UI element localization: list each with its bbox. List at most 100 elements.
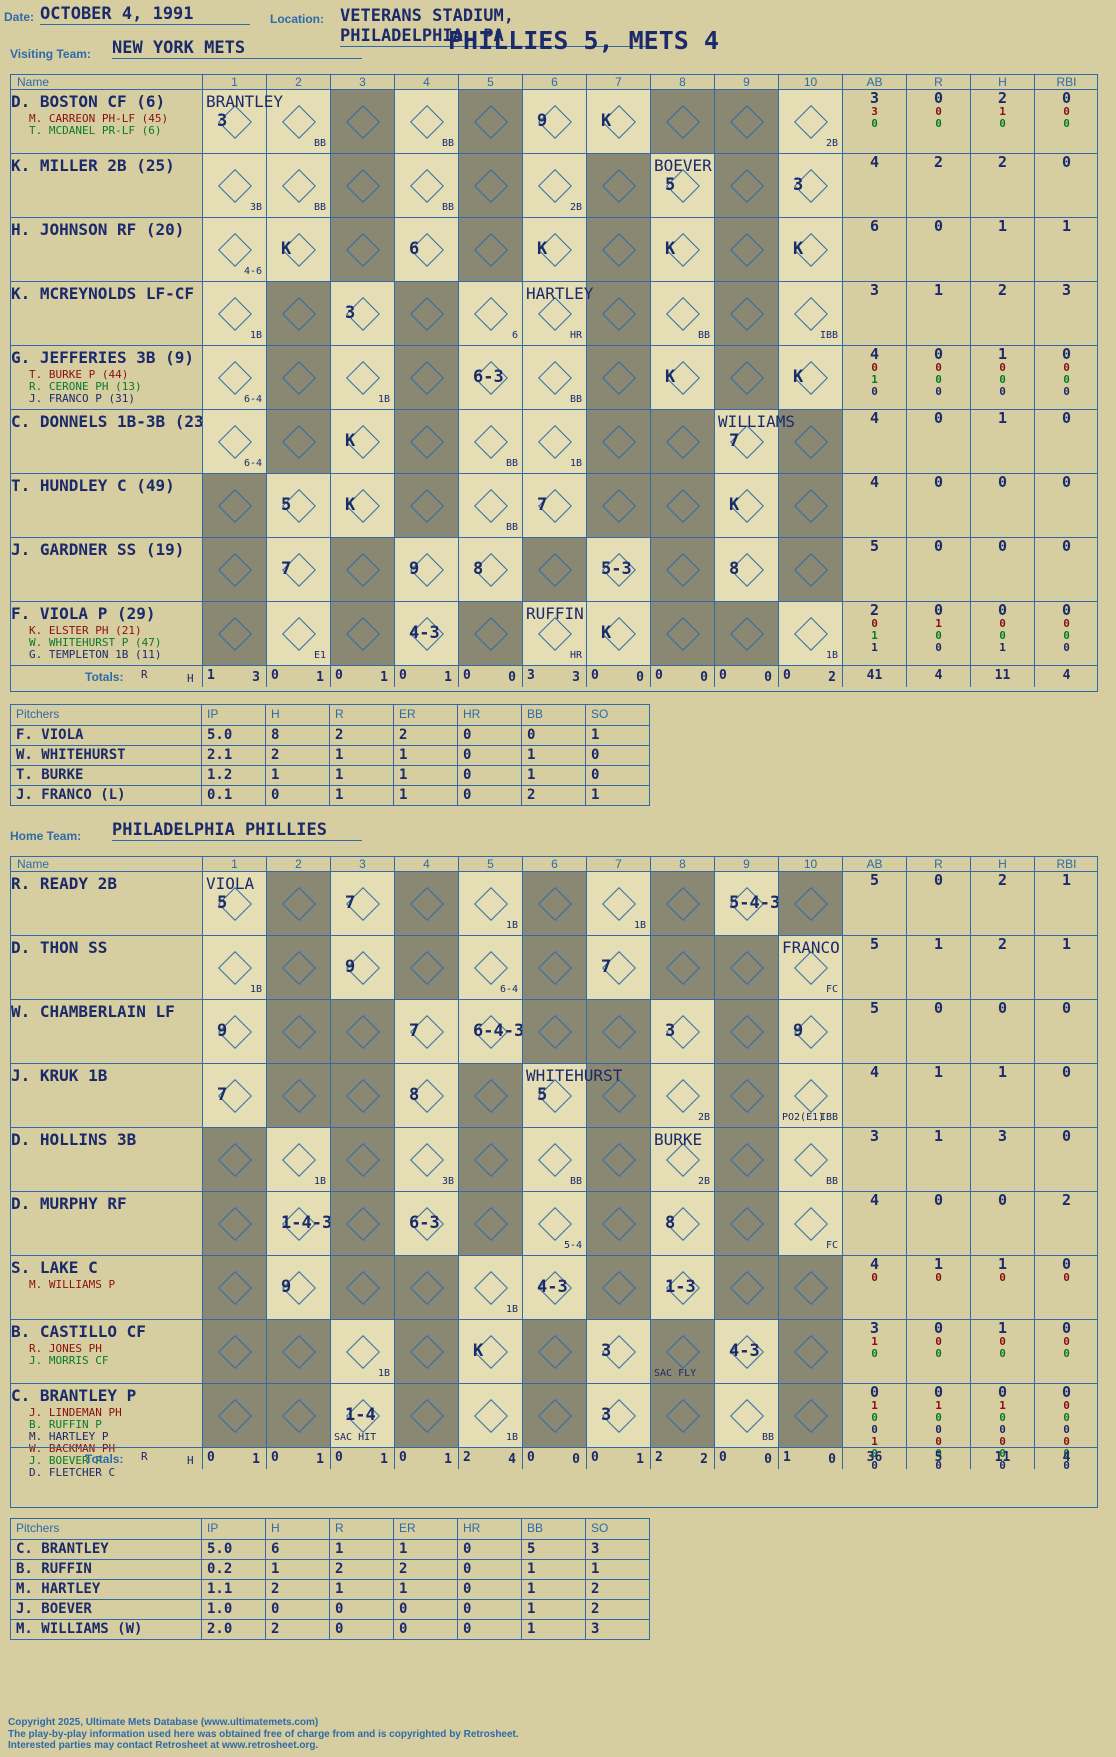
play-result: 1-4 [345, 1405, 376, 1425]
stat-value: 1 [997, 1063, 1008, 1081]
inning-runs: 0 [527, 1450, 535, 1465]
stat-value: 1 [997, 1319, 1008, 1337]
inning-cell: 7 [714, 410, 778, 473]
play-result: 9 [537, 111, 548, 131]
pitcher-stat: HR [457, 705, 521, 725]
totals-runs-label: R [141, 1450, 148, 1463]
inning-cell [778, 872, 842, 935]
base-diamond [537, 1014, 572, 1049]
stat-cell: 5 [842, 1000, 906, 1063]
inning-cell: 7 [330, 872, 394, 935]
totals-label: Totals: [85, 670, 124, 684]
stat-cell: 2 [970, 154, 1034, 217]
pitcher-stat: 1 [521, 1620, 585, 1639]
pitcher-stat: 2 [521, 786, 585, 805]
player-row: R. READY 2B 5 7 1B 1B 5-4-3 VIOLA 5 0 2 1 [11, 871, 1097, 935]
inning-hits: 0 [764, 1452, 772, 1467]
stat-cell: 1 [906, 936, 970, 999]
play-annotation: BB [569, 394, 582, 405]
inning-cell [522, 538, 586, 601]
date-label: Date: [4, 10, 35, 24]
stat-value: 0 [933, 473, 944, 491]
inning-cell [586, 1128, 650, 1191]
base-diamond [217, 616, 252, 651]
player-name-cell: D. THON SS [11, 936, 202, 999]
inning-cell: BB [266, 154, 330, 217]
player-name-cell: H. JOHNSON RF (20) [11, 218, 202, 281]
inning-runs: 0 [655, 668, 663, 683]
stat-value: 4 [869, 1255, 880, 1273]
base-diamond [665, 488, 700, 523]
base-diamond [217, 1334, 252, 1369]
play-annotation: 1B [505, 920, 518, 931]
play-result: 7 [281, 559, 292, 579]
stat-value: 0 [933, 999, 944, 1017]
base-diamond [665, 104, 700, 139]
inning-runs: 0 [591, 1450, 599, 1465]
inning-cell: K [650, 346, 714, 409]
inning-cell [586, 474, 650, 537]
play-result: 8 [409, 1085, 420, 1105]
inning-cell: BB [778, 1128, 842, 1191]
inning-cell [394, 346, 458, 409]
inning-cell [714, 1000, 778, 1063]
pitcher-stat: 1 [265, 766, 329, 785]
stat-value: 0 [999, 1423, 1006, 1436]
stat-cell: 2 [906, 154, 970, 217]
stat-value: 0 [997, 1383, 1008, 1401]
stat-cell: 0 [1034, 1128, 1098, 1191]
stat-cell: 0 [970, 1192, 1034, 1255]
inning-cell [458, 1128, 522, 1191]
stat-cell: 0 [906, 474, 970, 537]
play-result: 7 [537, 495, 548, 515]
game-location: VETERANS STADIUM, PHILADELPHIA, PA [340, 6, 650, 47]
stat-value: 2 [997, 871, 1008, 889]
inning-cell [778, 1384, 842, 1447]
stat-value: 3 [869, 1127, 880, 1145]
play-result: 6-4-3 [473, 1021, 525, 1041]
stat-value: 0 [933, 1319, 944, 1337]
base-diamond [729, 168, 764, 203]
inning-cell: FC [778, 1192, 842, 1255]
stat-value: 3 [1061, 281, 1072, 299]
pitcher-stat: 1 [329, 1540, 393, 1559]
base-diamond [217, 1270, 252, 1305]
play-annotation: BB [505, 522, 518, 533]
inning-cell: E1 [266, 602, 330, 665]
base-diamond [601, 168, 636, 203]
substitute-name: J. FRANCO P (31) [29, 392, 135, 405]
pitcher-name: B. RUFFIN [16, 1561, 92, 1577]
inning-cell: 3 [586, 1384, 650, 1447]
inning-cell: 8 [714, 538, 778, 601]
play-result: K [665, 367, 676, 387]
substitute-name: M. HARTLEY P [29, 1430, 109, 1443]
player-name-cell: K. MILLER 2B (25) [11, 154, 202, 217]
play-result: 8 [473, 559, 484, 579]
inning-cell: 6-4-3 [458, 1000, 525, 1063]
base-diamond [281, 296, 316, 331]
stat-total: 11 [970, 666, 1034, 687]
stat-value: 0 [999, 373, 1006, 386]
pitcher-row: M. WILLIAMS (W) 2.0 2 0 0 0 1 3 [11, 1619, 649, 1639]
inning-cell [714, 218, 778, 281]
play-annotation: BB [825, 1176, 838, 1187]
play-result: 6-3 [473, 367, 504, 387]
stat-value: 0 [1061, 1383, 1072, 1401]
play-result: 3 [793, 175, 804, 195]
stat-cell: 3 [842, 282, 906, 345]
stat-value: 0 [1063, 1459, 1070, 1472]
pitcher-stat: SO [585, 1519, 649, 1539]
inning-cell: 1B [458, 872, 522, 935]
stat-value: 0 [997, 999, 1008, 1017]
player-name-cell: F. VIOLA P (29) K. ELSTER PH (21) W. WHITE… [11, 602, 202, 665]
base-diamond [409, 296, 444, 331]
pitcher-stat: 3 [585, 1540, 649, 1559]
pitcher-name: T. BURKE [16, 767, 84, 783]
